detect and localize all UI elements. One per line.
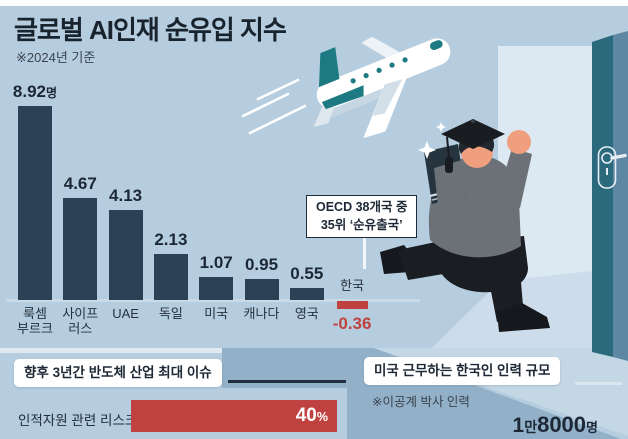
bar-한국	[336, 301, 368, 309]
risk-bar: 40%	[131, 400, 337, 432]
page-title: 글로벌 AI인재 순유입 지수	[14, 15, 287, 45]
annotation-box: OECD 38개국 중 35위 ‘순유출국’	[306, 195, 418, 238]
page-subtitle: ※2024년 기준	[16, 50, 96, 65]
bar-category-label: 룩셈 부르크	[17, 306, 53, 336]
risk-bar-value: 40	[295, 405, 317, 426]
bar-value-label: 1.07	[199, 253, 233, 272]
bar-category-label: UAE	[112, 306, 139, 321]
bar-룩셈부르크	[18, 106, 52, 300]
bar-영국	[289, 288, 324, 300]
bar-category-label: 독일	[158, 306, 183, 321]
chart-baseline	[6, 299, 420, 302]
bar-category-label: 영국	[294, 306, 319, 321]
bar-value-label: 4.13	[109, 186, 143, 205]
risk-bar-unit: %	[316, 410, 328, 424]
workforce-value: 1만8000명	[512, 412, 599, 437]
bar-UAE	[108, 210, 143, 300]
workforce-note: ※이공계 박사 인력	[372, 395, 470, 409]
bar-category-label: 사이프 러스	[62, 306, 99, 336]
bottom-right-header-underline	[575, 382, 622, 385]
bar-category-label: 한국	[340, 278, 365, 293]
bar-사이프러스	[63, 198, 98, 300]
bar-value-label: 2.13	[154, 230, 188, 249]
annotation-line2: 35위 ‘순유출국’	[320, 217, 403, 232]
bar-미국	[199, 277, 234, 300]
bar-value-label: 4.67	[63, 174, 97, 193]
bar-value-label: -0.36	[332, 314, 372, 333]
bar-value-unit: 명	[46, 86, 58, 100]
bar-value-label: 0.95	[244, 255, 279, 274]
bottom-right-header: 미국 근무하는 한국인 인력 규모	[364, 357, 561, 385]
bar-캐나다	[244, 279, 279, 300]
bar-category-label: 미국	[204, 306, 229, 321]
annotation-connector-line	[363, 231, 366, 269]
top-border-strip	[0, 0, 628, 6]
bar-value-label: 8.92명	[12, 82, 58, 101]
bar-category-label: 캐나다	[243, 306, 280, 321]
bar-독일	[153, 254, 188, 300]
bottom-left-header-underline	[228, 380, 346, 383]
bar-value-label: 0.55	[290, 264, 324, 283]
annotation-line1: OECD 38개국 중	[316, 200, 408, 214]
bottom-left-header: 향후 3년간 반도체 산업 최대 이슈	[14, 359, 222, 387]
section-divider	[0, 348, 222, 353]
risk-bar-label: 인적자원 관련 리스크	[18, 413, 138, 428]
